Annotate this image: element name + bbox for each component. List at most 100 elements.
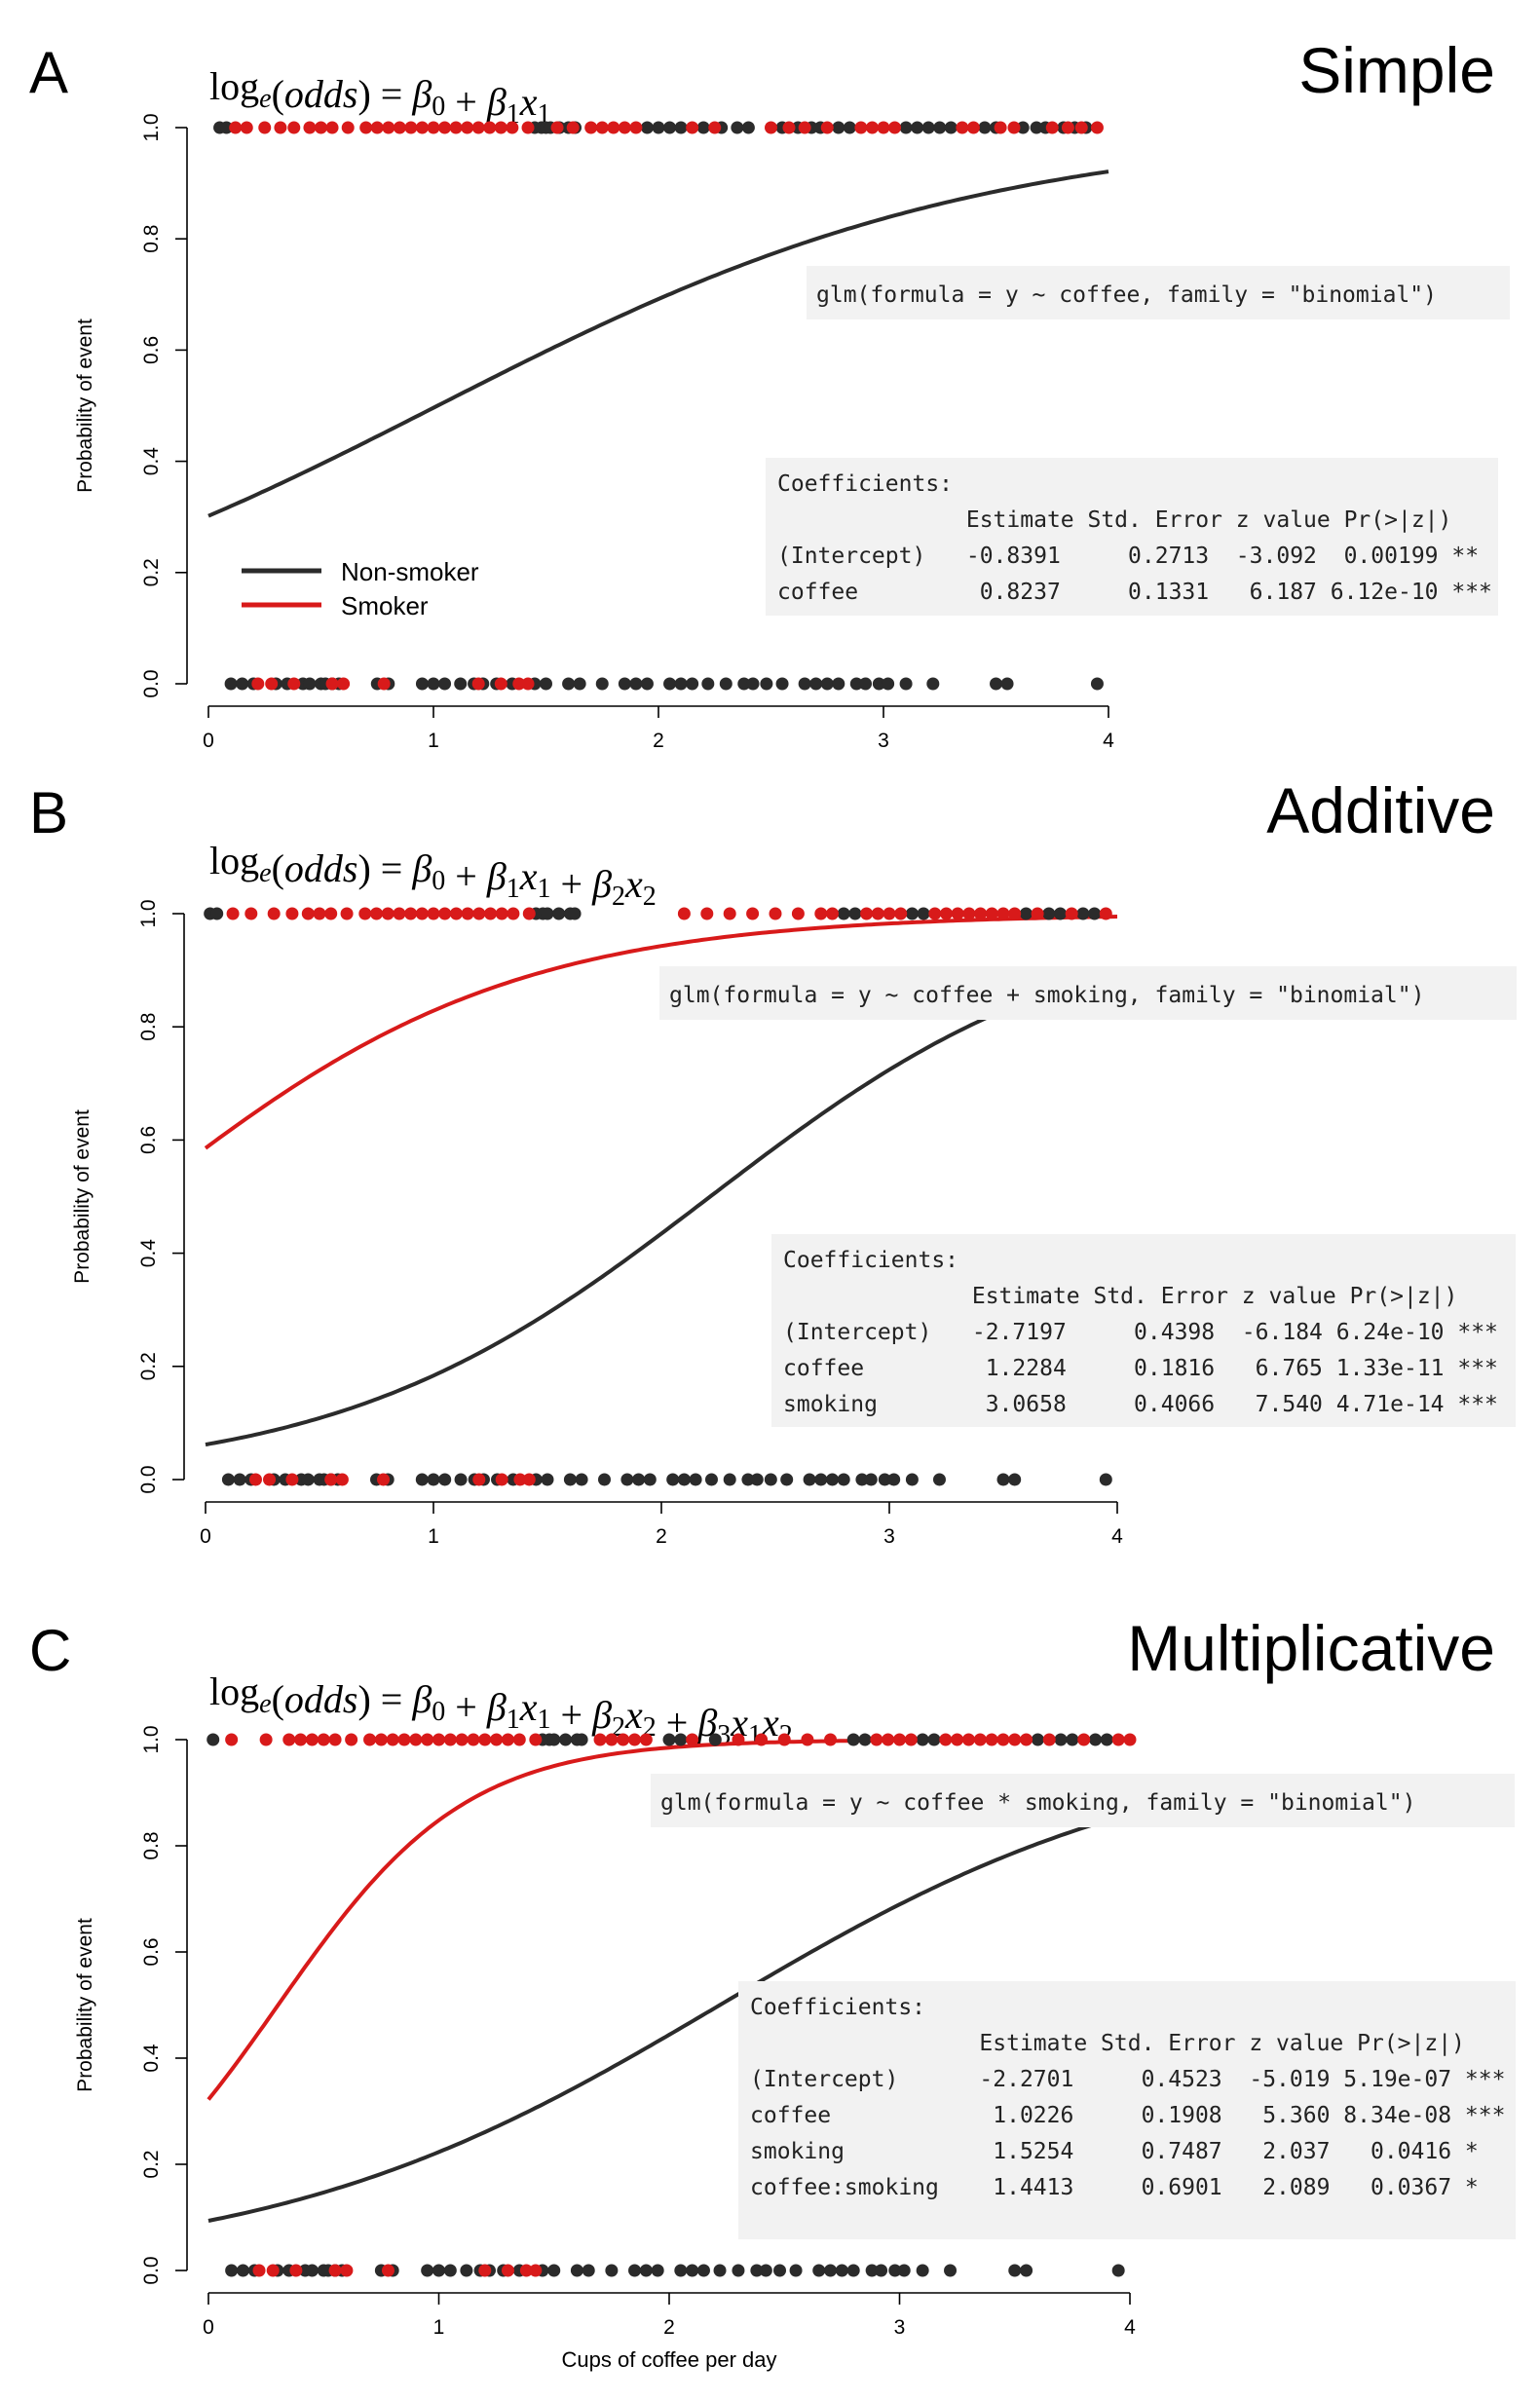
x-tick-label: 0 — [203, 2316, 214, 2339]
curve-non-smoker — [207, 169, 1109, 518]
point-non-smoker — [1008, 2264, 1022, 2277]
coefficients-row: Estimate Std. Error z value Pr(>|z|) — [783, 1284, 1457, 1309]
point-non-smoker — [575, 1733, 588, 1746]
point-non-smoker — [865, 2264, 879, 2277]
panel-title: Multiplicative — [1127, 1612, 1495, 1684]
point-smoker — [267, 907, 281, 920]
coefficients-row: (Intercept) -2.7197 0.4398 -6.184 6.24e-… — [783, 1320, 1498, 1345]
y-tick-label: 0.4 — [137, 1239, 160, 1268]
legend-label-non-smoker: Non-smoker — [341, 557, 479, 586]
y-tick-label: 1.0 — [140, 1725, 163, 1753]
point-smoker — [961, 1733, 975, 1746]
point-smoker — [1008, 907, 1022, 920]
point-smoker — [529, 1733, 543, 1746]
point-smoker — [755, 1733, 769, 1746]
point-smoker — [438, 121, 452, 134]
equation-part: x — [519, 1685, 538, 1729]
point-non-smoker — [595, 677, 609, 691]
point-non-smoker — [858, 1733, 872, 1746]
equation-part: ) = — [357, 846, 412, 890]
point-non-smoker — [905, 1473, 919, 1486]
point-non-smoker — [677, 1473, 691, 1486]
point-smoker — [285, 1473, 299, 1486]
point-smoker — [628, 1733, 642, 1746]
point-non-smoker — [559, 1733, 573, 1746]
equation-part: 2 — [612, 882, 625, 912]
point-non-smoker — [1030, 121, 1043, 134]
point-non-smoker — [933, 121, 947, 134]
point-smoker — [461, 907, 474, 920]
y-tick-label: 0.6 — [140, 336, 163, 364]
point-non-smoker — [674, 1733, 688, 1746]
point-non-smoker — [540, 677, 552, 691]
point-smoker — [397, 1733, 411, 1746]
formula-text: glm(formula = y ~ coffee + smoking, fami… — [669, 983, 1424, 1008]
point-smoker — [769, 907, 782, 920]
point-smoker — [1020, 1733, 1033, 1746]
coefficients-row: smoking 3.0658 0.4066 7.540 4.71e-14 *** — [783, 1392, 1498, 1417]
point-smoker — [871, 907, 884, 920]
point-non-smoker — [878, 1473, 891, 1486]
point-smoker — [860, 907, 874, 920]
x-tick-label: 2 — [656, 1525, 667, 1548]
point-non-smoker — [663, 121, 677, 134]
point-non-smoker — [1088, 907, 1102, 920]
point-smoker — [303, 121, 317, 134]
point-smoker — [877, 121, 890, 134]
point-smoker — [483, 121, 497, 134]
curve-smoker — [204, 915, 1118, 1150]
point-smoker — [449, 907, 463, 920]
point-non-smoker — [415, 1473, 429, 1486]
equation-part: β — [486, 854, 507, 898]
point-smoker — [263, 1473, 277, 1486]
point-smoker — [478, 1733, 492, 1746]
point-smoker — [974, 907, 988, 920]
point-non-smoker — [582, 2264, 595, 2277]
point-smoker — [593, 1733, 607, 1746]
point-smoker — [928, 907, 942, 920]
point-smoker — [854, 121, 868, 134]
point-smoker — [427, 121, 440, 134]
point-non-smoker — [1042, 907, 1056, 920]
point-non-smoker — [674, 677, 688, 691]
equation-part: ( — [272, 846, 284, 890]
point-smoker — [461, 121, 474, 134]
point-non-smoker — [629, 677, 643, 691]
point-smoker — [512, 677, 526, 691]
equation-part: x — [624, 1693, 643, 1737]
equation-part: x — [519, 80, 538, 124]
x-tick-label: 1 — [428, 1525, 439, 1548]
point-non-smoker — [1000, 677, 1014, 691]
point-smoker — [501, 1733, 514, 1746]
point-non-smoker — [628, 2264, 642, 2277]
point-non-smoker — [978, 121, 992, 134]
point-smoker — [996, 1733, 1010, 1746]
point-non-smoker — [605, 2264, 619, 2277]
point-non-smoker — [573, 677, 586, 691]
equation-part: log — [209, 1669, 259, 1713]
point-non-smoker — [875, 2264, 888, 2277]
equation-part: e — [259, 1689, 271, 1719]
point-non-smoker — [905, 907, 919, 920]
point-non-smoker — [887, 1473, 901, 1486]
point-non-smoker — [837, 907, 850, 920]
point-smoker — [883, 907, 896, 920]
equation-part: log — [209, 839, 259, 882]
point-non-smoker — [719, 677, 732, 691]
point-smoker — [381, 2264, 394, 2277]
point-smoker — [471, 677, 485, 691]
equation-part: β — [591, 1693, 612, 1737]
formula-text: glm(formula = y ~ coffee, family = "bino… — [816, 282, 1437, 308]
x-tick-label: 2 — [663, 2316, 675, 2339]
point-smoker — [870, 1733, 883, 1746]
point-non-smoker — [832, 121, 845, 134]
point-non-smoker — [849, 677, 863, 691]
point-smoker — [285, 907, 299, 920]
formula-box — [659, 966, 1517, 1020]
coefficients-row: Estimate Std. Error z value Pr(>|z|) — [750, 2031, 1465, 2056]
point-non-smoker — [990, 677, 1002, 691]
point-smoker — [495, 907, 508, 920]
point-smoker — [265, 677, 279, 691]
point-non-smoker — [872, 677, 885, 691]
